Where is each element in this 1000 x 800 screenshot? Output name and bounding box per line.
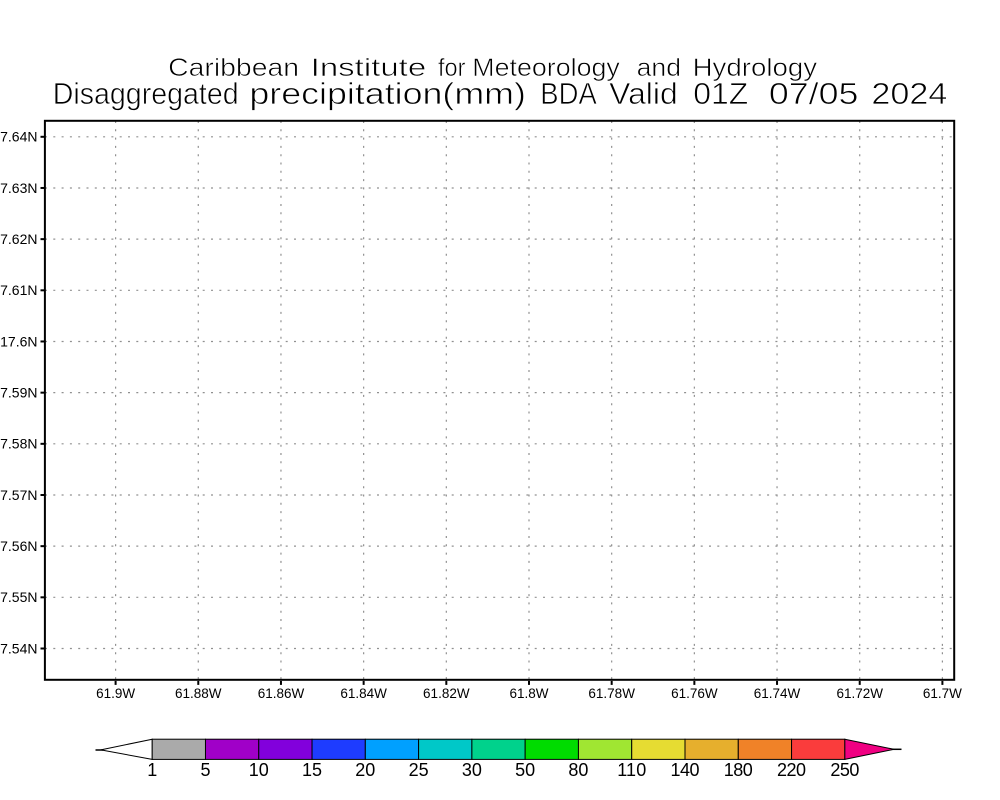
svg-text:61.8W: 61.8W xyxy=(509,686,548,701)
svg-text:30: 30 xyxy=(462,760,482,780)
svg-text:220: 220 xyxy=(777,760,806,780)
svg-text:15: 15 xyxy=(302,760,322,780)
svg-text:61.86W: 61.86W xyxy=(258,686,305,701)
svg-text:5: 5 xyxy=(200,760,210,780)
svg-text:140: 140 xyxy=(671,760,700,780)
svg-text:17.61N: 17.61N xyxy=(0,282,38,298)
svg-text:61.82W: 61.82W xyxy=(423,686,470,701)
svg-text:Meteorology: Meteorology xyxy=(472,54,620,82)
svg-text:17.63N: 17.63N xyxy=(0,180,38,196)
svg-text:07/05: 07/05 xyxy=(769,76,859,111)
svg-text:and: and xyxy=(637,54,682,82)
svg-text:50: 50 xyxy=(515,760,535,780)
svg-text:Institute: Institute xyxy=(311,54,427,82)
svg-text:61.88W: 61.88W xyxy=(175,686,222,701)
svg-text:17.6N: 17.6N xyxy=(0,333,37,349)
svg-text:17.56N: 17.56N xyxy=(0,538,38,554)
svg-text:61.76W: 61.76W xyxy=(671,686,718,701)
svg-text:Disaggregated: Disaggregated xyxy=(53,76,239,111)
svg-text:180: 180 xyxy=(724,760,753,780)
svg-text:17.55N: 17.55N xyxy=(0,589,38,605)
svg-text:17.57N: 17.57N xyxy=(0,487,38,503)
svg-text:BDA: BDA xyxy=(540,76,597,111)
svg-text:Hydrology: Hydrology xyxy=(693,54,818,82)
svg-text:25: 25 xyxy=(409,760,429,780)
svg-text:2024: 2024 xyxy=(871,76,947,111)
svg-text:17.58N: 17.58N xyxy=(0,436,38,452)
svg-text:110: 110 xyxy=(617,760,646,780)
svg-text:17.59N: 17.59N xyxy=(0,385,38,401)
svg-text:Caribbean: Caribbean xyxy=(168,54,299,82)
svg-text:61.7W: 61.7W xyxy=(923,686,962,701)
svg-text:01Z: 01Z xyxy=(693,76,748,111)
svg-text:10: 10 xyxy=(249,760,269,780)
svg-text:17.54N: 17.54N xyxy=(0,640,38,656)
svg-text:1: 1 xyxy=(147,760,157,780)
svg-text:precipitation(mm): precipitation(mm) xyxy=(249,76,526,111)
svg-text:61.72W: 61.72W xyxy=(836,686,883,701)
svg-text:61.74W: 61.74W xyxy=(754,686,801,701)
svg-text:61.78W: 61.78W xyxy=(588,686,635,701)
svg-text:Valid: Valid xyxy=(609,76,678,111)
svg-text:61.84W: 61.84W xyxy=(340,686,387,701)
svg-text:for: for xyxy=(438,54,466,82)
svg-text:250: 250 xyxy=(830,760,859,780)
svg-text:20: 20 xyxy=(355,760,375,780)
svg-text:80: 80 xyxy=(568,760,588,780)
svg-text:17.64N: 17.64N xyxy=(0,129,38,145)
svg-text:61.9W: 61.9W xyxy=(96,686,135,701)
svg-text:17.62N: 17.62N xyxy=(0,231,38,247)
